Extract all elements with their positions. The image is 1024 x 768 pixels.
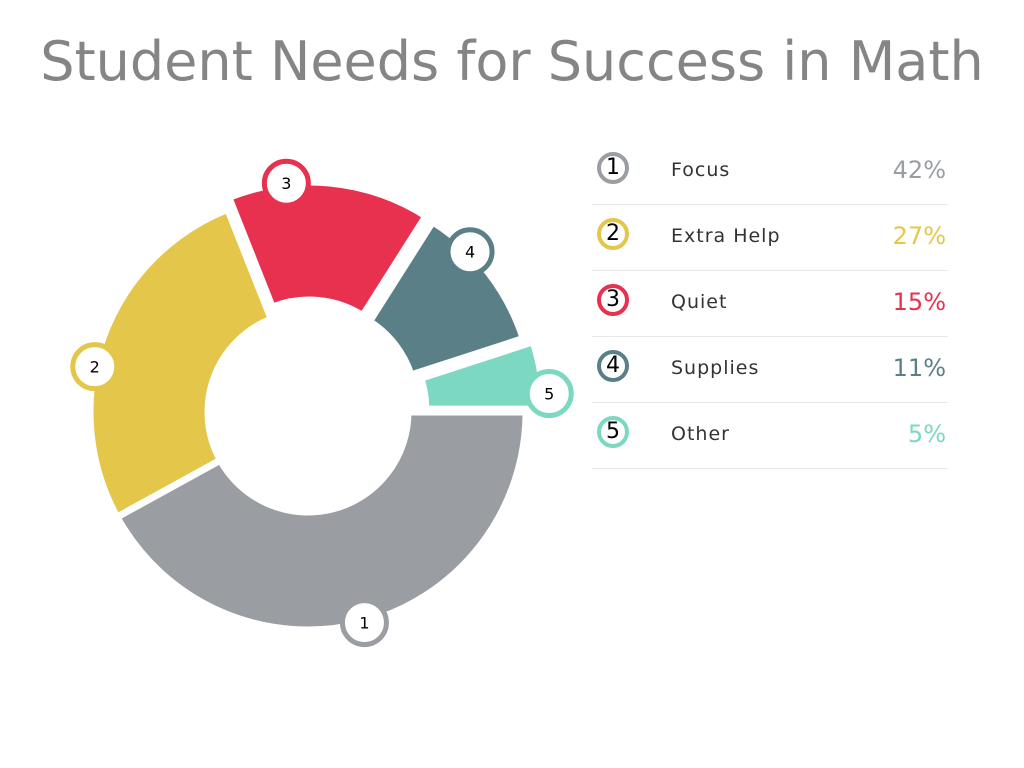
- segment-marker-2: 2: [70, 342, 120, 392]
- segment-marker-3: 3: [261, 158, 311, 208]
- legend-item-quiet: 3 Quiet 15%: [592, 271, 948, 337]
- legend-value: 42%: [892, 156, 946, 184]
- legend-label: Focus: [671, 159, 731, 181]
- legend: 1 Focus 42% 2 Extra Help 27% 3 Quiet 15%…: [592, 139, 948, 469]
- legend-label: Supplies: [671, 357, 760, 379]
- segment-marker-4: 4: [445, 227, 495, 277]
- donut-segment-focus: [112, 408, 530, 634]
- legend-marker: 4: [597, 350, 629, 382]
- legend-marker: 5: [597, 416, 629, 448]
- legend-marker: 3: [597, 284, 629, 316]
- legend-value: 5%: [907, 420, 946, 448]
- chart-title: Student Needs for Success in Math: [40, 30, 984, 93]
- legend-item-supplies: 4 Supplies 11%: [592, 337, 948, 403]
- segment-marker-label: 3: [281, 174, 291, 193]
- segment-marker-5: 5: [524, 369, 574, 419]
- legend-marker: 1: [597, 152, 629, 184]
- legend-item-other: 5 Other 5%: [592, 403, 948, 469]
- legend-marker: 2: [597, 218, 629, 250]
- legend-label: Extra Help: [671, 225, 781, 247]
- legend-value: 15%: [892, 288, 946, 316]
- segment-marker-label: 1: [359, 614, 369, 633]
- segment-marker-label: 5: [544, 385, 554, 404]
- segment-marker-label: 4: [465, 243, 475, 262]
- legend-item-focus: 1 Focus 42%: [592, 139, 948, 205]
- legend-label: Other: [671, 423, 730, 445]
- donut-segment-extra-help: [86, 204, 276, 522]
- segment-marker-label: 2: [90, 358, 100, 377]
- donut-chart: 1 2 3 4 5: [70, 158, 574, 648]
- legend-value: 11%: [892, 354, 946, 382]
- segment-marker-1: 1: [339, 598, 389, 648]
- legend-value: 27%: [892, 222, 946, 250]
- legend-item-extra-help: 2 Extra Help 27%: [592, 205, 948, 271]
- legend-label: Quiet: [671, 291, 728, 313]
